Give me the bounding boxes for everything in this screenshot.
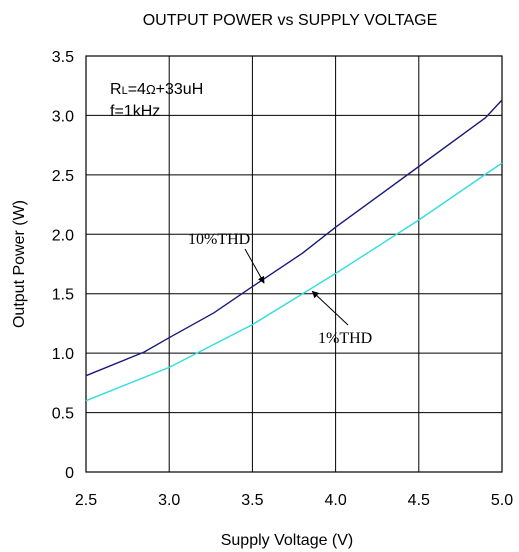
grid-lines [86, 56, 502, 472]
chart-title: OUTPUT POWER vs SUPPLY VOLTAGE [143, 12, 438, 29]
conditions-label: RL=4Ω+33uH f=1kHz [110, 81, 203, 120]
series-line-10thd [85, 99, 503, 377]
annotation-10thd-label: 10%THD [188, 231, 250, 248]
annotation-10thd-arrow [244, 248, 265, 284]
x-axis-ticks: 2.5 3.0 3.5 4.0 4.5 5.0 [75, 492, 513, 509]
series-lines [85, 99, 503, 402]
y-axis-ticks: 0 0.5 1.0 1.5 2.0 2.5 3.0 3.5 [52, 49, 74, 482]
annotation-1thd-label: 1%THD [318, 330, 372, 347]
condition-frequency: f=1kHz [110, 103, 160, 120]
plot-area-frame [85, 55, 503, 473]
y-tick-label: 1.5 [52, 287, 74, 304]
condition-rl-letter: R [110, 81, 122, 98]
series-line-1thd [85, 162, 503, 402]
x-tick-label: 4.5 [408, 492, 430, 509]
x-tick-label: 3.5 [241, 492, 263, 509]
y-tick-label: 1.0 [52, 346, 74, 363]
condition-rl-subscript: L [122, 85, 128, 97]
y-tick-label: 2.0 [52, 227, 74, 244]
y-tick-label: 0 [65, 465, 74, 482]
x-tick-label: 5.0 [491, 492, 513, 509]
y-tick-label: 0.5 [52, 406, 74, 423]
annotation-10thd: 10%THD [188, 231, 265, 284]
annotation-1thd-arrow [311, 290, 349, 326]
svg-text:RL=4Ω+33uH: RL=4Ω+33uH [110, 81, 203, 98]
x-tick-label: 4.0 [324, 492, 346, 509]
condition-rl-inductance: +33uH [156, 81, 204, 98]
y-tick-label: 2.5 [52, 168, 74, 185]
y-axis-label: Output Power (W) [11, 200, 28, 328]
y-tick-label: 3.0 [52, 108, 74, 125]
x-tick-label: 2.5 [75, 492, 97, 509]
condition-rl-ohm: Ω [146, 82, 156, 97]
annotation-1thd: 1%THD [311, 290, 372, 347]
x-tick-label: 3.0 [158, 492, 180, 509]
y-tick-label: 3.5 [52, 49, 74, 66]
x-axis-label: Supply Voltage (V) [221, 532, 354, 549]
condition-rl-value: =4 [128, 81, 146, 98]
